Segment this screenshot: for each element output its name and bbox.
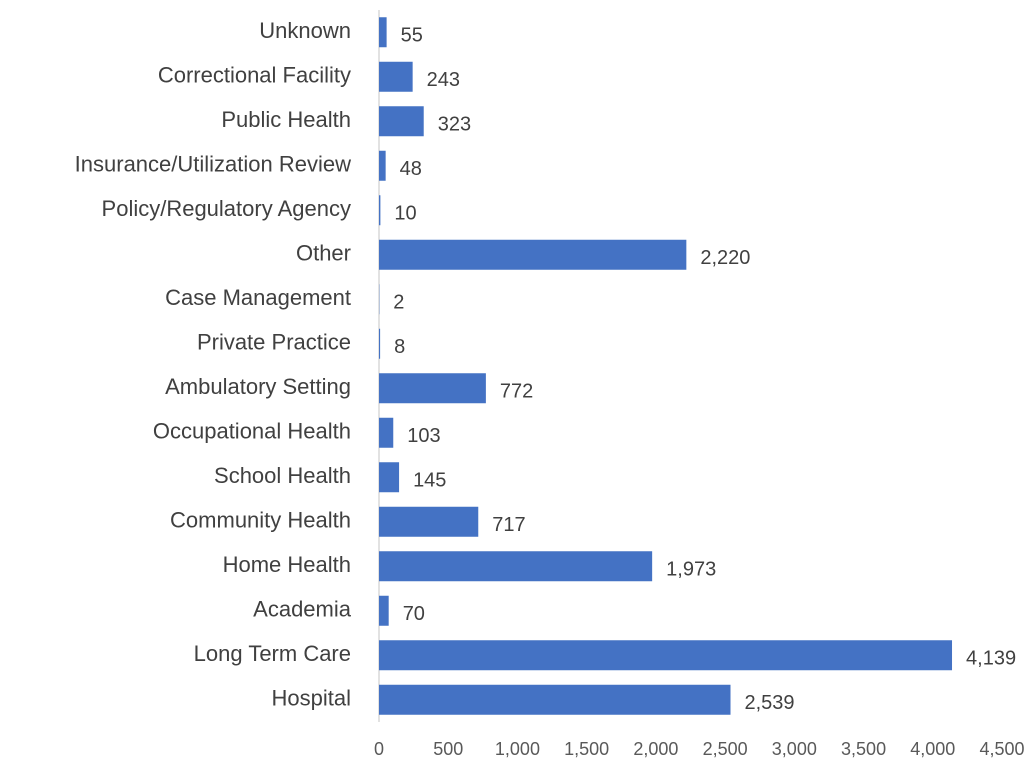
data-label: 103 xyxy=(407,425,440,447)
y-tick-label: Unknown xyxy=(259,18,351,43)
data-label: 2,539 xyxy=(745,692,795,714)
data-label: 717 xyxy=(492,514,525,536)
y-tick-label: Private Practice xyxy=(197,330,351,355)
data-label: 2 xyxy=(393,292,404,314)
bar xyxy=(379,551,653,582)
bar xyxy=(379,150,386,181)
y-tick-label: Insurance/Utilization Review xyxy=(75,152,351,177)
data-label: 1,973 xyxy=(666,559,716,581)
data-label: 4,139 xyxy=(966,648,1016,670)
y-tick-label: Ambulatory Setting xyxy=(165,374,351,399)
y-tick-label: Academia xyxy=(253,597,352,622)
data-label: 48 xyxy=(400,158,422,180)
x-tick-label: 0 xyxy=(374,739,384,759)
bar xyxy=(379,328,381,359)
y-tick-label: Long Term Care xyxy=(194,641,351,666)
x-tick-label: 1,500 xyxy=(564,739,609,759)
data-label: 70 xyxy=(403,603,425,625)
bar xyxy=(379,595,389,626)
data-label: 10 xyxy=(394,203,416,225)
y-tick-label: Home Health xyxy=(223,552,351,577)
y-tick-label: Correctional Facility xyxy=(158,63,351,88)
data-label: 243 xyxy=(427,69,460,91)
y-tick-label: Case Management xyxy=(165,285,351,310)
bar xyxy=(379,462,400,493)
bar xyxy=(379,640,953,671)
y-tick-label: Hospital xyxy=(272,686,351,711)
bar xyxy=(379,417,394,448)
x-tick-label: 1,000 xyxy=(495,739,540,759)
data-label: 8 xyxy=(394,336,405,358)
data-label: 145 xyxy=(413,470,446,492)
bar xyxy=(379,684,731,715)
bar xyxy=(379,106,424,137)
bar xyxy=(379,239,687,270)
y-tick-label: Other xyxy=(296,241,351,266)
y-tick-label: Policy/Regulatory Agency xyxy=(102,196,351,221)
bar xyxy=(379,61,413,92)
bar xyxy=(379,195,381,226)
y-tick-label: Occupational Health xyxy=(153,419,351,444)
x-tick-label: 4,500 xyxy=(979,739,1024,759)
data-label: 55 xyxy=(401,25,423,47)
y-tick-label: Public Health xyxy=(221,107,351,132)
data-label: 323 xyxy=(438,114,471,136)
x-tick-label: 500 xyxy=(433,739,463,759)
data-label: 772 xyxy=(500,381,533,403)
y-tick-label: Community Health xyxy=(170,508,351,533)
bar xyxy=(379,506,479,537)
x-tick-label: 3,000 xyxy=(772,739,817,759)
x-tick-label: 4,000 xyxy=(910,739,955,759)
x-tick-label: 2,000 xyxy=(633,739,678,759)
x-tick-label: 2,500 xyxy=(703,739,748,759)
bar xyxy=(379,373,486,404)
bar xyxy=(379,17,387,48)
y-tick-label: School Health xyxy=(214,463,351,488)
x-tick-label: 3,500 xyxy=(841,739,886,759)
data-label: 2,220 xyxy=(700,247,750,269)
